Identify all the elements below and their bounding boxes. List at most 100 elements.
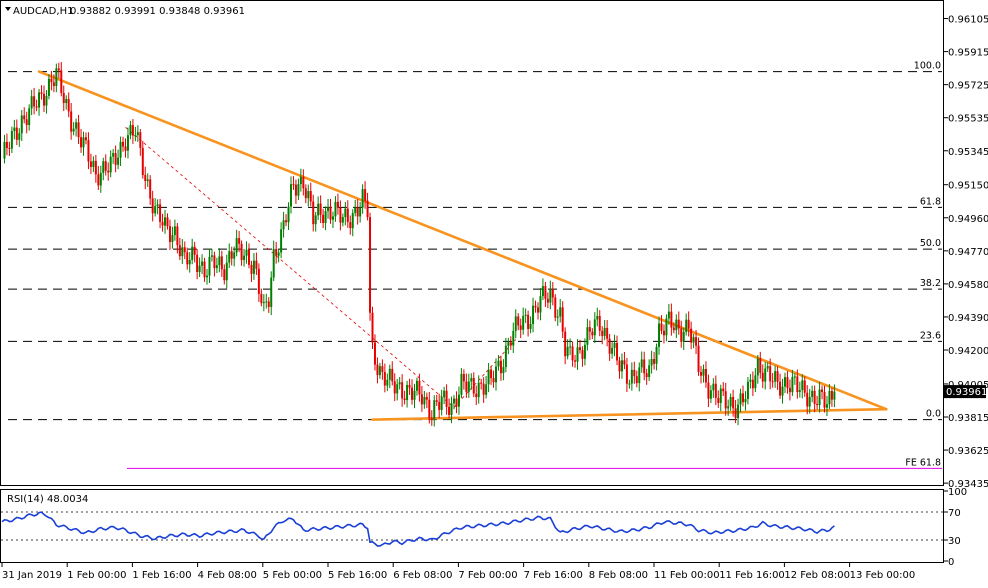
symbol-label: AUDCAD,H1 — [13, 6, 73, 17]
candle-body — [487, 369, 490, 385]
candle-body — [544, 286, 547, 299]
candle-body — [99, 172, 102, 186]
candle-body — [294, 184, 297, 196]
candle-body — [825, 404, 828, 408]
candle-body — [551, 288, 554, 298]
candle-body — [453, 398, 456, 404]
fe-label: FE 61.8 — [905, 457, 941, 468]
candle-body — [744, 398, 747, 403]
candle-body — [546, 298, 549, 303]
price-tick-label: 0.94770 — [948, 247, 988, 258]
candle-body — [218, 256, 221, 266]
fe-level: FE 61.8 — [127, 457, 942, 469]
candle-body — [529, 323, 532, 329]
candle-body — [376, 364, 379, 376]
candle-body — [146, 179, 149, 182]
candle-body — [136, 132, 139, 136]
candle-body — [349, 222, 352, 229]
candle-body — [554, 297, 557, 318]
price-tick-label: 0.93625 — [948, 446, 988, 457]
candle-body — [596, 315, 599, 320]
candle-body — [556, 316, 559, 318]
candle-body — [658, 323, 661, 347]
candle-body — [393, 381, 396, 394]
candle-body — [336, 201, 339, 208]
candle-body — [250, 264, 253, 274]
time-tick-label: 31 Jan 2019 — [2, 570, 62, 581]
candle-body — [70, 111, 73, 132]
candle-body — [42, 93, 45, 106]
candle-body — [482, 383, 485, 395]
candle-body — [680, 328, 683, 342]
candle-body — [502, 367, 505, 374]
candle-body — [623, 360, 626, 365]
candle-body — [675, 319, 678, 331]
candle-body — [233, 252, 236, 259]
candle-body — [616, 342, 619, 361]
trendlines — [37, 70, 888, 421]
candle-body — [690, 328, 693, 343]
candle-body — [166, 217, 169, 227]
candle-body — [470, 378, 473, 382]
candle-body — [126, 135, 129, 151]
candle-body — [638, 367, 641, 384]
candle-body — [25, 119, 28, 126]
candle-body — [406, 385, 409, 401]
candle-body — [67, 99, 70, 112]
candle-body — [270, 277, 273, 307]
price-tick-label: 0.93435 — [948, 479, 988, 490]
candle-body — [776, 371, 779, 382]
candle-body — [420, 394, 423, 405]
rsi-tick-label: 30 — [948, 536, 961, 547]
candle-body — [141, 147, 144, 176]
rsi-tick-label: 100 — [948, 487, 967, 498]
candle-body — [724, 391, 727, 409]
candle-body — [285, 220, 288, 223]
candle-body — [662, 330, 665, 336]
candle-body — [334, 201, 337, 217]
price-tick-label: 0.94200 — [948, 346, 988, 357]
candle-body — [660, 323, 663, 331]
time-tick-label: 6 Feb 08:00 — [393, 570, 452, 581]
candle-body — [80, 137, 83, 148]
candle-body — [603, 327, 606, 336]
fib-label: 0.0 — [926, 409, 941, 420]
candle-body — [228, 251, 231, 263]
candle-body — [344, 208, 347, 218]
candle-body — [648, 365, 651, 378]
candle-body — [497, 360, 500, 367]
candle-body — [20, 115, 23, 134]
candle-body — [702, 368, 705, 376]
dropdown-arrow-icon[interactable] — [5, 7, 11, 11]
candle-body — [3, 141, 6, 159]
candle-body — [159, 204, 162, 222]
candle-body — [47, 78, 50, 96]
candle-body — [532, 305, 535, 324]
time-tick-label: 8 Feb 08:00 — [589, 570, 648, 581]
candle-body — [327, 206, 330, 212]
last-price-tag — [944, 385, 986, 399]
candle-body — [465, 381, 468, 392]
candle-body — [401, 382, 404, 399]
candle-body — [764, 368, 767, 382]
price-tick-label: 0.94580 — [948, 280, 988, 291]
candle-body — [213, 255, 216, 269]
candle-body — [161, 221, 164, 226]
candle-body — [499, 360, 502, 374]
candle-body — [793, 376, 796, 378]
rsi-indicator: 100 70 30 0 — [1, 487, 967, 568]
candle-body — [514, 316, 517, 331]
candle-body — [586, 327, 589, 345]
candle-body — [262, 302, 265, 304]
candle-body — [707, 382, 710, 399]
candle-body — [737, 404, 740, 419]
candle-body — [356, 207, 359, 217]
candle-body — [366, 200, 369, 218]
candle-body — [154, 206, 157, 214]
candle-body — [512, 330, 515, 346]
candle-body — [620, 360, 623, 372]
candle-body — [830, 390, 833, 400]
candle-body — [821, 389, 824, 393]
candle-body — [52, 82, 55, 87]
